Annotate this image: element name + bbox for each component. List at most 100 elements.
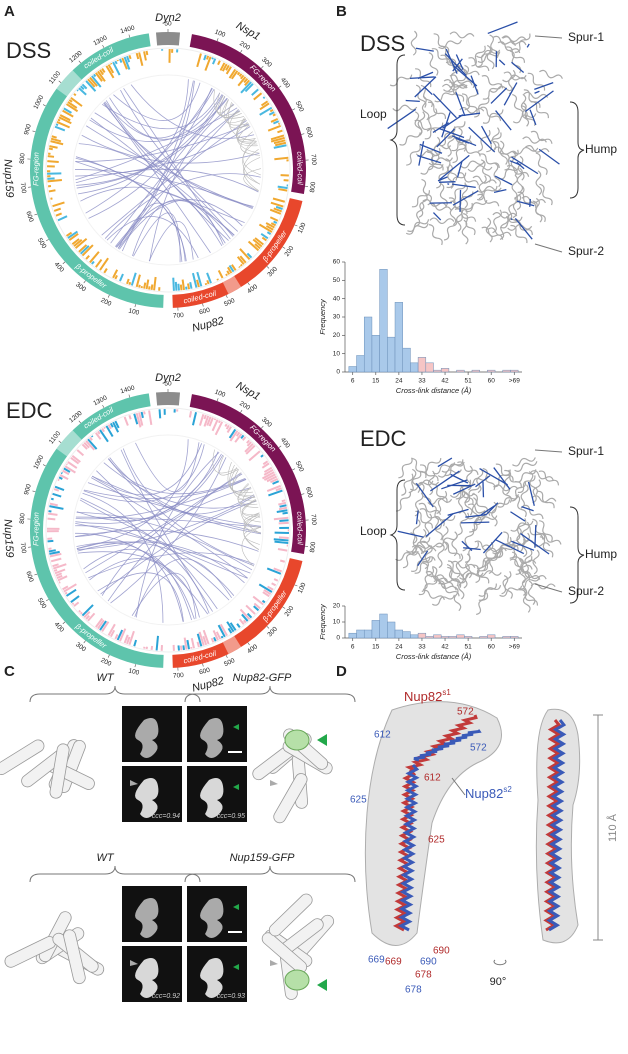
- label: 500: [223, 657, 236, 668]
- bar: [510, 636, 518, 638]
- bar: [349, 367, 357, 373]
- track-bar: [238, 72, 240, 74]
- track-bar: [278, 187, 288, 189]
- label: 700: [310, 514, 318, 526]
- tick-mark: [295, 585, 298, 586]
- track-bar: [152, 646, 153, 650]
- label: Nup159: [1, 159, 15, 198]
- label: 6: [351, 378, 355, 385]
- track-bar: [54, 489, 59, 491]
- label: 90°: [490, 976, 507, 988]
- track-bar: [134, 640, 136, 646]
- protein-arc: [156, 32, 180, 45]
- label: 200: [100, 297, 113, 308]
- bar: [418, 357, 426, 372]
- label: FG-region: [248, 63, 278, 94]
- label: 700: [19, 542, 27, 554]
- crosslink: [512, 157, 538, 174]
- track-bar: [56, 124, 58, 125]
- pointer: [452, 778, 465, 795]
- track-bar: [274, 518, 288, 519]
- tick-mark: [292, 469, 295, 470]
- track-bar: [77, 90, 78, 91]
- track-bar: [244, 620, 246, 622]
- track-bar: [115, 61, 116, 64]
- tick-mark: [103, 405, 104, 408]
- label: 625: [428, 835, 445, 846]
- track-bar: [72, 603, 73, 604]
- label: 600: [198, 667, 211, 677]
- track-bar: [225, 424, 226, 426]
- tick-mark: [267, 266, 269, 268]
- label: ccc=0.95: [217, 813, 245, 820]
- tick-mark: [43, 465, 46, 466]
- ribbon: [468, 165, 492, 172]
- track-bar: [92, 436, 93, 437]
- label: 300: [74, 641, 87, 653]
- track-bar: [49, 149, 53, 150]
- label: 669: [385, 957, 402, 968]
- ribbon: [418, 463, 439, 483]
- tick-mark: [108, 655, 109, 658]
- bar: [457, 370, 465, 372]
- tick-mark: [267, 626, 269, 628]
- ribbon: [411, 31, 417, 55]
- crosslink: [534, 83, 553, 90]
- bar: [372, 620, 380, 638]
- crosslink: [406, 100, 420, 101]
- track-bar: [279, 520, 288, 521]
- link: [149, 221, 193, 261]
- tick-mark: [33, 131, 36, 132]
- label: 800: [309, 541, 317, 553]
- label: 100: [128, 307, 141, 316]
- label: DSS: [360, 31, 405, 56]
- track-bar: [109, 425, 111, 429]
- track-bar: [58, 216, 67, 220]
- label: 700: [173, 312, 185, 320]
- ribbon: [427, 223, 444, 246]
- track-bar: [50, 504, 58, 506]
- label: 200: [284, 605, 296, 618]
- tick-mark: [103, 45, 104, 48]
- track-bar: [277, 131, 282, 133]
- label: B: [336, 3, 347, 20]
- ribbon: [396, 456, 413, 479]
- ribbon: [452, 532, 457, 556]
- track-bar: [144, 51, 146, 60]
- track-bar: [154, 277, 156, 290]
- track-bar: [111, 63, 112, 64]
- label: 15: [372, 644, 380, 651]
- track-bar: [183, 645, 184, 650]
- label: Hump: [585, 547, 617, 561]
- track-bar: [147, 51, 148, 55]
- bar: [410, 363, 418, 372]
- track-bar: [98, 431, 100, 434]
- label: Loop: [360, 524, 387, 538]
- track-bar: [181, 646, 182, 651]
- track-bar: [152, 285, 153, 290]
- track-bar: [273, 114, 275, 115]
- label: Spur-1: [568, 30, 604, 44]
- track-bar: [206, 283, 207, 285]
- track-bar: [67, 590, 77, 596]
- track-bar: [58, 480, 59, 481]
- ribbon: [492, 163, 501, 187]
- track-bar: [47, 178, 54, 179]
- tick-mark: [217, 38, 218, 41]
- track-bar: [176, 282, 177, 291]
- track-bar: [147, 280, 149, 290]
- tick-mark: [301, 134, 304, 135]
- track-bar: [77, 450, 83, 455]
- tick-mark: [226, 655, 227, 658]
- track-bar: [52, 136, 57, 137]
- bracket: [30, 686, 200, 702]
- tick-mark: [79, 61, 81, 63]
- label: coiled-coil: [295, 151, 304, 185]
- track-bar: [261, 455, 263, 457]
- label: Spur-2: [568, 584, 604, 598]
- track-bar: [197, 54, 201, 67]
- label: 200: [284, 245, 296, 258]
- ribbon: [522, 523, 544, 542]
- track-bar: [74, 602, 79, 606]
- track-bar: [282, 500, 286, 501]
